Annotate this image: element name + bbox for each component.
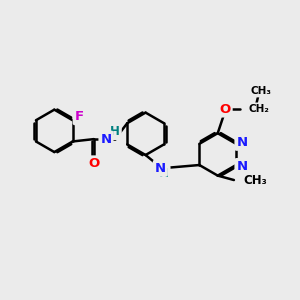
- Text: O: O: [220, 103, 231, 116]
- Text: CH₃: CH₃: [250, 86, 272, 96]
- Text: N: N: [155, 162, 166, 175]
- Text: CH₃: CH₃: [243, 173, 267, 187]
- Text: O: O: [88, 157, 100, 170]
- Text: N: N: [236, 160, 247, 173]
- Text: F: F: [75, 110, 84, 123]
- Text: H: H: [159, 167, 169, 180]
- Text: N: N: [236, 136, 247, 149]
- Text: CH₂: CH₂: [249, 104, 269, 114]
- Text: H: H: [110, 125, 120, 138]
- Text: N: N: [100, 133, 112, 146]
